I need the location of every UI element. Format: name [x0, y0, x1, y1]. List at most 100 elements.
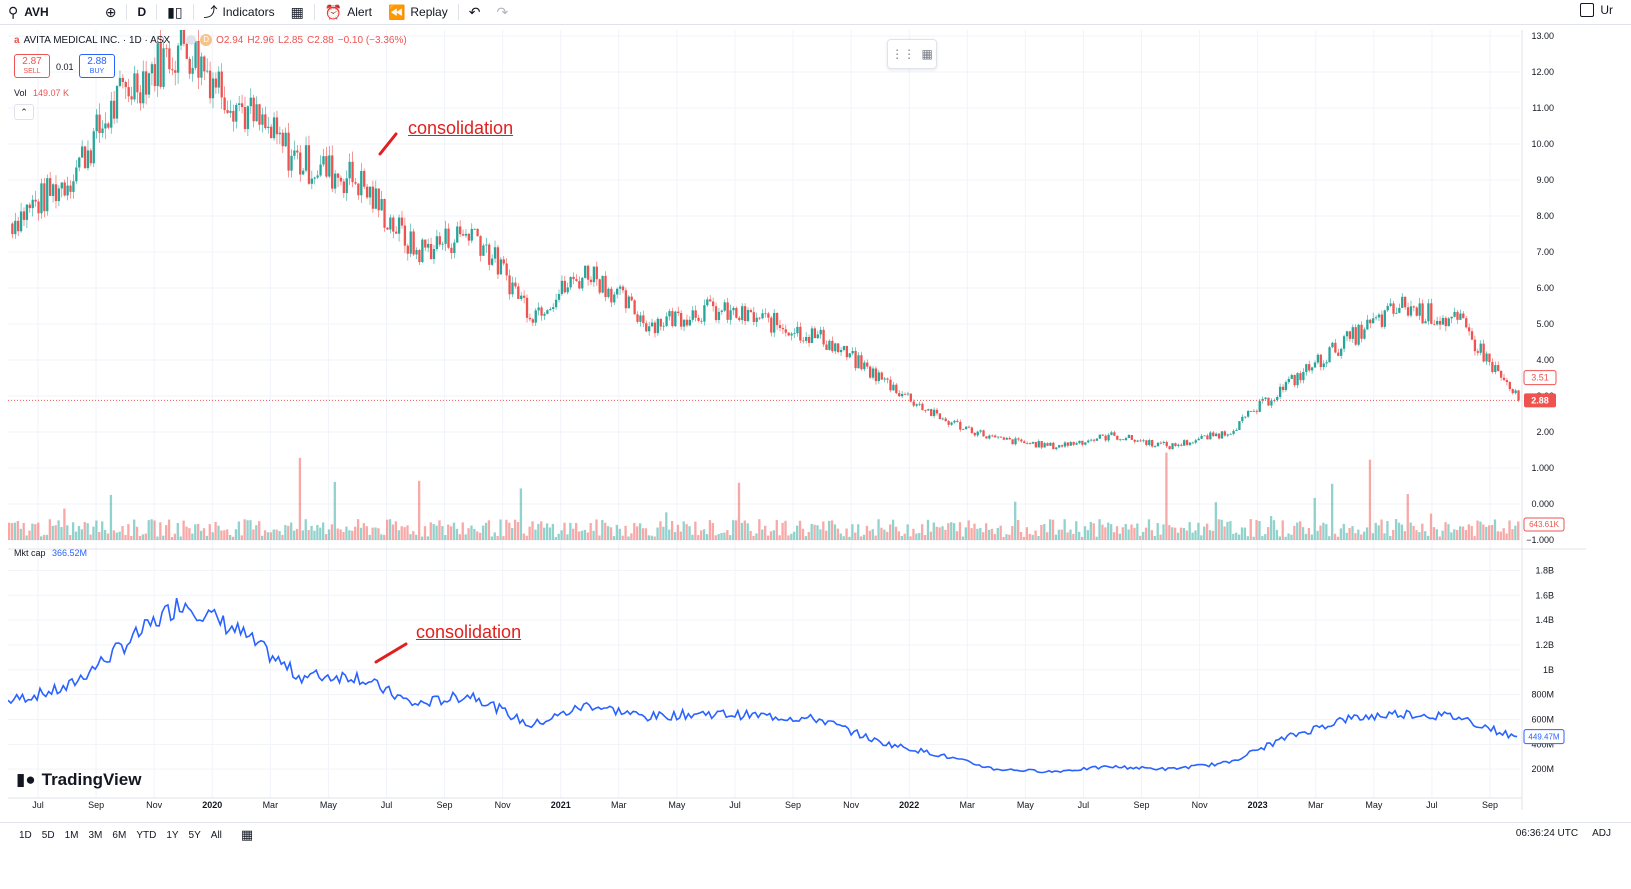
symbol-name[interactable]: AVITA MEDICAL INC. · 1D · ASX — [23, 34, 171, 46]
volume-bar — [1156, 523, 1159, 540]
volume-bar — [310, 525, 313, 540]
candle-body — [816, 334, 819, 339]
candle-body — [1119, 439, 1122, 441]
floating-toolbar[interactable]: ⋮⋮ ▦ — [887, 39, 937, 69]
replay-button[interactable]: ⏪ Replay — [380, 0, 456, 24]
redo-button[interactable]: ↷ — [488, 0, 516, 24]
volume-bar — [490, 536, 493, 540]
ohlc-low: L2.85 — [278, 34, 304, 46]
candle-body — [400, 217, 404, 226]
volume-bar — [1005, 534, 1008, 540]
range-button-ytd[interactable]: YTD — [136, 829, 157, 841]
volume-bar — [167, 519, 171, 540]
time-tick-label: May — [1017, 800, 1035, 810]
range-button-6m[interactable]: 6M — [112, 829, 127, 841]
buy-button[interactable]: 2.88 BUY — [79, 54, 115, 78]
chart-canvas[interactable]: 13.00 12.00 11.00 10.00 9.00 8.00 7.00 6.00 5.00… — [8, 30, 1586, 833]
volume-bar — [1162, 524, 1165, 540]
volume-bar — [1490, 524, 1494, 540]
annotation-top[interactable]: consolidation — [408, 118, 514, 138]
candle-body — [976, 431, 979, 436]
candle-body — [1235, 430, 1238, 431]
candle-body — [764, 313, 767, 315]
volume-bar — [612, 536, 616, 540]
tradingview-logo[interactable]: ▮● TradingView — [16, 770, 141, 790]
candle-body — [296, 150, 299, 153]
candle-body — [211, 78, 215, 99]
candle-body — [1025, 443, 1029, 444]
time-tick-label: Nov — [146, 800, 163, 810]
volume-bar — [1511, 529, 1514, 540]
candle-body — [144, 71, 148, 95]
range-button-1d[interactable]: 1D — [19, 829, 32, 841]
candle-body — [1188, 442, 1192, 445]
volume-bar — [278, 531, 281, 540]
range-button-3m[interactable]: 3M — [88, 829, 103, 841]
candle-body — [1398, 307, 1401, 313]
candle-body — [994, 435, 997, 438]
candle-body — [557, 293, 561, 300]
range-button-1m[interactable]: 1M — [64, 829, 79, 841]
time-tick-label: Sep — [1482, 800, 1498, 810]
annotation-bottom[interactable]: consolidation — [416, 622, 522, 642]
volume-bar — [1069, 529, 1072, 540]
volume-bar — [80, 529, 83, 540]
candle-body — [1121, 439, 1125, 441]
mcap-tick-label: 400M — [1531, 739, 1554, 749]
candle-body — [1162, 441, 1165, 443]
volume-bar — [1191, 532, 1194, 540]
volume-bar — [601, 519, 604, 540]
candle-body — [796, 326, 799, 334]
symbol-search[interactable]: ⚲ AVH — [0, 0, 57, 24]
clock-time[interactable]: 06:36:24 UTC — [1515, 828, 1579, 839]
volume-bar — [92, 526, 95, 540]
volume-bar — [429, 522, 432, 540]
volume-bar — [499, 519, 502, 540]
volume-bar — [604, 522, 607, 540]
ohlc-change: −0.10 (−3.36%) — [337, 34, 407, 46]
adj-toggle[interactable]: ADJ — [1592, 828, 1611, 839]
candle-body — [377, 188, 380, 211]
sell-button[interactable]: 2.87 SELL — [14, 54, 50, 78]
candle-body — [1017, 438, 1020, 440]
indicators-button[interactable]: ⤴ Indicators — [196, 0, 283, 24]
alert-button[interactable]: ⏰ Alert — [317, 0, 380, 24]
volume-bar — [749, 530, 752, 540]
volume-bar — [979, 527, 982, 540]
volume-bar — [1252, 536, 1255, 540]
candle-body — [973, 432, 976, 436]
replay-label: Replay — [410, 5, 448, 19]
compare-button[interactable]: ⊕ — [97, 0, 125, 24]
drag-handle-icon[interactable]: ⋮⋮ — [891, 47, 916, 61]
volume-bar — [1339, 528, 1343, 540]
candle-body — [333, 173, 337, 189]
undo-button[interactable]: ↶ — [461, 0, 489, 24]
candle-body — [191, 67, 194, 74]
fullscreen-icon[interactable] — [1580, 3, 1595, 17]
mcap-tick-label: 1.4B — [1535, 615, 1554, 625]
volume-bar — [1200, 535, 1203, 540]
candle-body — [28, 204, 31, 209]
candle-body — [656, 318, 660, 334]
range-button-all[interactable]: All — [210, 829, 222, 841]
candle-body — [14, 220, 17, 235]
range-button-5y[interactable]: 5Y — [188, 829, 201, 841]
candle-body — [37, 201, 40, 214]
candle-body — [1031, 442, 1035, 444]
chart-type-button[interactable]: ▮▯ — [159, 0, 190, 24]
layouts-button[interactable]: ▦ — [283, 0, 312, 24]
interval-button[interactable]: D — [129, 0, 154, 24]
candle-body — [903, 393, 907, 395]
collapse-legend-button[interactable]: ⌃ — [14, 104, 34, 120]
range-button-1y[interactable]: 1Y — [166, 829, 179, 841]
candle-body — [342, 181, 345, 194]
object-tree-icon[interactable]: ▦ — [921, 47, 933, 61]
range-button-5d[interactable]: 5D — [41, 829, 55, 841]
volume-bar — [976, 528, 979, 540]
volume-bar — [1037, 535, 1040, 540]
volume-bar — [502, 536, 505, 540]
candle-body — [453, 242, 456, 254]
toolbar-right-label[interactable]: Ur — [1600, 3, 1613, 17]
calendar-icon[interactable]: ▦ — [240, 827, 254, 842]
candle-body — [17, 220, 20, 232]
